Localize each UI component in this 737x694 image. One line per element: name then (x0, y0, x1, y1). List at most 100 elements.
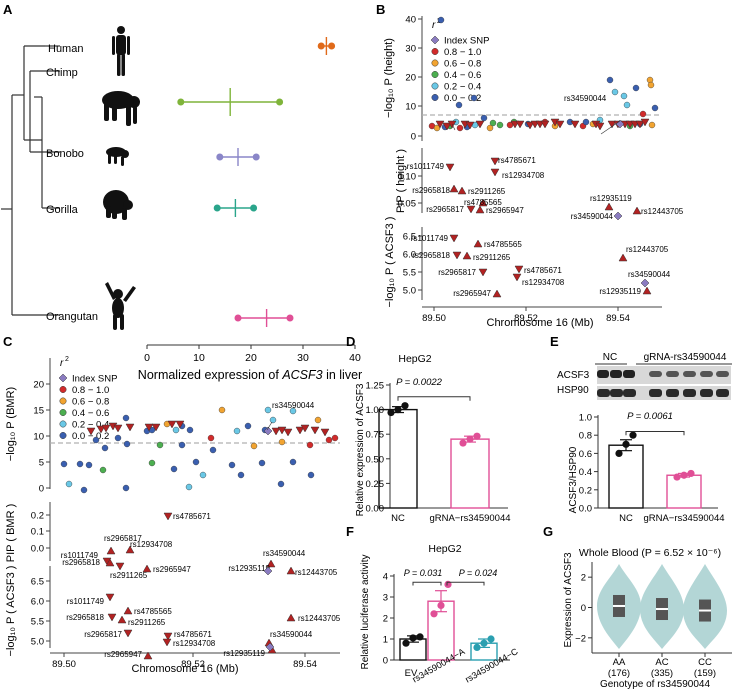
panel-d-y-label: Relative expression of ACSF3 (355, 383, 366, 516)
snp-point (122, 414, 130, 422)
snp-label: rs12935119 (590, 194, 632, 203)
credible-snp-marker (492, 289, 502, 298)
index-snp-marker (265, 642, 275, 652)
credible-snp-marker (466, 205, 476, 214)
snp-point (186, 426, 194, 434)
snp-point (456, 124, 464, 132)
snp-label: rs2965817 (438, 268, 476, 277)
species-label-chimp: Chimp (46, 67, 78, 79)
range-point-low-orangutan (234, 314, 242, 322)
snp-point (489, 119, 497, 127)
snp-label: rs12934708 (502, 171, 545, 180)
snp-label: rs12934708 (522, 278, 565, 287)
snp-point (331, 434, 339, 442)
snp-point (207, 434, 215, 442)
credible-snp-marker (101, 424, 111, 433)
credible-snp-marker (295, 426, 305, 435)
credible-snp-marker (163, 632, 173, 641)
credible-snp-marker (113, 424, 123, 433)
y-tick-label: 6.0 (31, 597, 44, 608)
snp-label: rs34590044 (628, 270, 671, 279)
range-point-high-gorilla (250, 204, 258, 212)
panel-e-bar-chart: 0.0 0.2 0.4 0.6 0.8 1.0 NC gRNA−rs34590044 (579, 413, 725, 525)
y-tick-label: 1.25 (366, 381, 385, 392)
y-tick-label: 5.0 (31, 637, 44, 648)
snp-point (178, 441, 186, 449)
snp-point (218, 406, 226, 414)
significance-bracket-2 (446, 581, 485, 586)
replicate-point (680, 471, 688, 479)
y-tick-label: 0.6 (579, 449, 592, 460)
range-point-high-chimp (276, 98, 284, 106)
legend-title: r (60, 358, 64, 369)
panel-letter-b: B (376, 2, 385, 17)
credible-snp-marker (449, 234, 459, 243)
x-label-rs-c: rs34590044−C (463, 646, 520, 685)
bar-0 (378, 408, 418, 509)
blot-row-acsf3: ACSF3 (557, 370, 590, 381)
snp-label: rs1011749 (411, 234, 449, 243)
panel-c-mid-y-label: PIP ( BMR ) (5, 504, 17, 562)
gorilla-silhouette-icon (103, 190, 133, 220)
snp-label: rs4785565 (484, 240, 522, 249)
credible-snp-marker (106, 546, 116, 555)
snp-point (289, 458, 297, 466)
snp-label: rs1011749 (67, 597, 105, 606)
x-tick-label: 89.54 (606, 313, 630, 324)
panel-d: D HepG2 Relative expression of ACSF3 0.0… (346, 334, 511, 524)
panel-b-top-y-label: −log₁₀ P (height) (383, 38, 395, 118)
index-snp-marker (263, 426, 273, 436)
credible-snp-marker (462, 251, 472, 260)
western-blot-image (597, 366, 731, 400)
orangutan-silhouette-icon (105, 282, 136, 330)
replicate-point (430, 610, 438, 618)
blot-row-hsp90: HSP90 (557, 385, 589, 396)
snp-label: rs4785565 (134, 607, 172, 616)
credible-snp-marker (570, 120, 580, 129)
panel-f-title: HepG2 (428, 543, 461, 555)
snp-label: rs34590044 (571, 212, 614, 221)
snp-point (80, 486, 88, 494)
blot-group-grna: gRNA-rs34590044 (644, 352, 727, 363)
snp-label: rs12935119 (228, 564, 270, 573)
panel-c-manhattan-points (60, 406, 339, 494)
snp-label: rs2965818 (412, 251, 450, 260)
y-tick-label: 20 (405, 73, 416, 84)
y-tick-label: 0.0 (579, 504, 592, 515)
replicate-point (466, 435, 474, 443)
panel-e: E NC gRNA-rs34590044 ACSF3 HSP90 ACSF3/H… (550, 334, 732, 524)
y-tick-label: 0.4 (579, 467, 592, 478)
credible-snp-marker (300, 424, 310, 433)
snp-label: rs2965817 (84, 630, 122, 639)
legend-dot (59, 432, 67, 439)
snp-point (606, 76, 614, 84)
blot-band (597, 389, 610, 397)
snp-point (250, 442, 258, 450)
panel-b-bottom-y-ticks: 5.0 5.5 6.0 6.5 (403, 232, 422, 297)
phylogenetic-tree (1, 45, 60, 316)
y-tick-label: 0.10 (398, 172, 417, 183)
blot-band (716, 389, 729, 397)
blot-band (623, 389, 636, 397)
snp-point (170, 465, 178, 473)
panel-b-bottom-y-label: −log₁₀ P ( ACSF3 ) (384, 217, 396, 308)
snp-label: rs34590044 (270, 630, 313, 639)
y-tick-label: 6.0 (403, 250, 416, 261)
panel-g-y-label: Expression of ACSF3 (563, 552, 574, 647)
y-tick-label: 6.5 (403, 232, 416, 243)
snp-point (639, 110, 647, 118)
credible-snp-marker (473, 239, 483, 248)
y-tick-label: 1.0 (579, 413, 592, 424)
legend-diamond (430, 35, 440, 45)
blot-band (623, 370, 635, 378)
blot-band (649, 389, 662, 397)
x-tick-label: 89.52 (181, 659, 205, 670)
y-tick-label: 0 (581, 603, 586, 614)
panel-c-bottom-y-ticks: 5.0 5.5 6.0 6.5 (31, 577, 50, 648)
panel-letter-d: D (346, 334, 355, 349)
credible-snp-marker (105, 593, 115, 602)
x-tick-label: 40 (349, 352, 361, 364)
credible-snp-marker (167, 420, 177, 429)
